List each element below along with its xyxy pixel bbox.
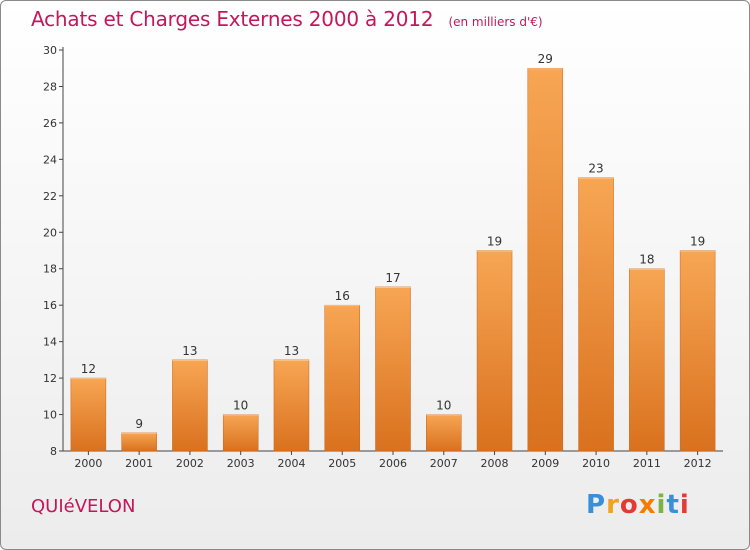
data-label-2004: 13 [284,344,299,358]
x-tick-label-2005: 2005 [328,457,356,470]
x-tick-label-2011: 2011 [633,457,661,470]
data-label-2007: 10 [436,399,451,413]
data-label-2008: 19 [487,235,502,249]
bar-2008 [476,250,513,452]
logo-letter: o [619,490,639,520]
x-tick-label-2003: 2003 [227,457,255,470]
logo-letter: x [638,490,657,520]
bar-2004 [273,359,310,452]
data-label-2000: 12 [81,362,96,376]
logo-letter: P [586,490,607,520]
chart-unit: (en milliers d'€) [448,15,543,29]
y-tick-label: 16 [43,299,57,312]
x-tick-label-2000: 2000 [74,457,102,470]
bar-2006 [375,286,411,452]
bar-2003 [222,414,259,452]
chart-labels: 12 2000 9 2001 13 2002 10 2003 13 2004 16 2005 17 200… [74,52,711,470]
x-tick-label-2004: 2004 [277,457,305,470]
x-tick-label-2006: 2006 [379,457,407,470]
logo-letter: i [679,490,690,520]
bar-2011 [629,268,665,452]
logo-letter: t [666,490,680,520]
data-label-2006: 17 [385,271,400,285]
chart-title: Achats et Charges Externes 2000 à 2012 [31,7,434,31]
data-label-2011: 18 [639,253,654,267]
bar-2010 [578,177,614,452]
bar-2007 [426,414,462,452]
bar-2009 [527,67,564,452]
y-tick-label: 28 [43,80,57,93]
data-label-2012: 19 [690,235,705,249]
data-label-2010: 23 [588,162,603,176]
x-tick-label-2010: 2010 [582,457,610,470]
data-label-2005: 16 [335,289,350,303]
data-label-2001: 9 [135,417,143,431]
logo-letter: i [656,490,667,520]
title-row: Achats et Charges Externes 2000 à 2012 (… [31,7,543,31]
y-tick-label: 26 [43,117,57,130]
y-tick-label: 8 [50,445,57,458]
data-label-2009: 29 [538,52,553,66]
y-tick-label: 24 [43,153,57,166]
data-label-2003: 10 [233,399,248,413]
x-tick-label-2007: 2007 [430,457,458,470]
x-tick-label-2001: 2001 [125,457,153,470]
x-tick-label-2008: 2008 [481,457,509,470]
x-tick-label-2012: 2012 [684,457,712,470]
place-name: QUIéVELON [31,496,136,517]
bar-2005 [324,304,360,452]
y-tick-label: 10 [43,409,57,422]
bar-2012 [679,250,716,452]
y-tick-label: 30 [43,44,57,57]
data-label-2002: 13 [182,344,197,358]
proxiti-logo: Proxiti [586,490,690,520]
y-tick-label: 18 [43,263,57,276]
bar-2002 [172,359,208,452]
y-tick-label: 22 [43,190,57,203]
x-tick-label-2009: 2009 [531,457,559,470]
y-tick-label: 12 [43,372,57,385]
bar-2000 [70,377,107,452]
x-tick-label-2002: 2002 [176,457,204,470]
y-tick-label: 14 [43,336,57,349]
y-tick-label: 20 [43,226,57,239]
bar-2001 [121,432,157,452]
logo-letter: r [606,490,620,520]
chart-bars [70,67,716,452]
